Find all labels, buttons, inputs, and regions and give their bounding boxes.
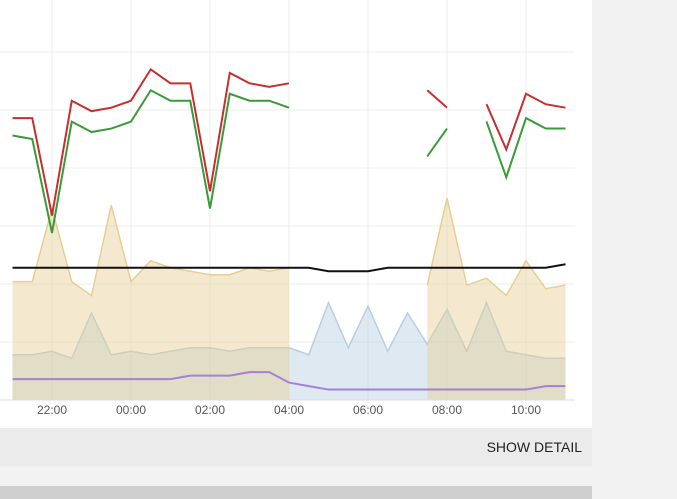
x-tick-label: 06:00 bbox=[353, 403, 383, 417]
area bbox=[12, 205, 289, 400]
line bbox=[485, 92, 566, 153]
show-detail-button[interactable]: SHOW DETAIL bbox=[486, 439, 582, 455]
x-tick-label: 04:00 bbox=[274, 403, 304, 417]
line bbox=[12, 300, 566, 360]
line bbox=[12, 371, 566, 391]
area bbox=[427, 198, 566, 400]
area bbox=[12, 302, 566, 400]
line bbox=[12, 88, 290, 234]
line bbox=[485, 116, 566, 181]
line bbox=[426, 197, 566, 297]
x-tick-label: 00:00 bbox=[116, 403, 146, 417]
line bbox=[12, 67, 290, 216]
line bbox=[426, 127, 448, 157]
x-tick-label: 10:00 bbox=[511, 403, 541, 417]
line bbox=[12, 263, 566, 273]
x-tick-label: 08:00 bbox=[432, 403, 462, 417]
chart-bg bbox=[0, 0, 592, 428]
detail-bar: SHOW DETAIL bbox=[0, 428, 592, 466]
x-tick-label: 22:00 bbox=[37, 403, 67, 417]
chart: 22:00 00:00 02:00 04:00 06:00 08:00 10:00 bbox=[0, 0, 592, 428]
x-tick-label: 02:00 bbox=[195, 403, 225, 417]
line bbox=[12, 204, 290, 297]
line bbox=[426, 89, 448, 109]
footer-bar bbox=[0, 486, 592, 499]
